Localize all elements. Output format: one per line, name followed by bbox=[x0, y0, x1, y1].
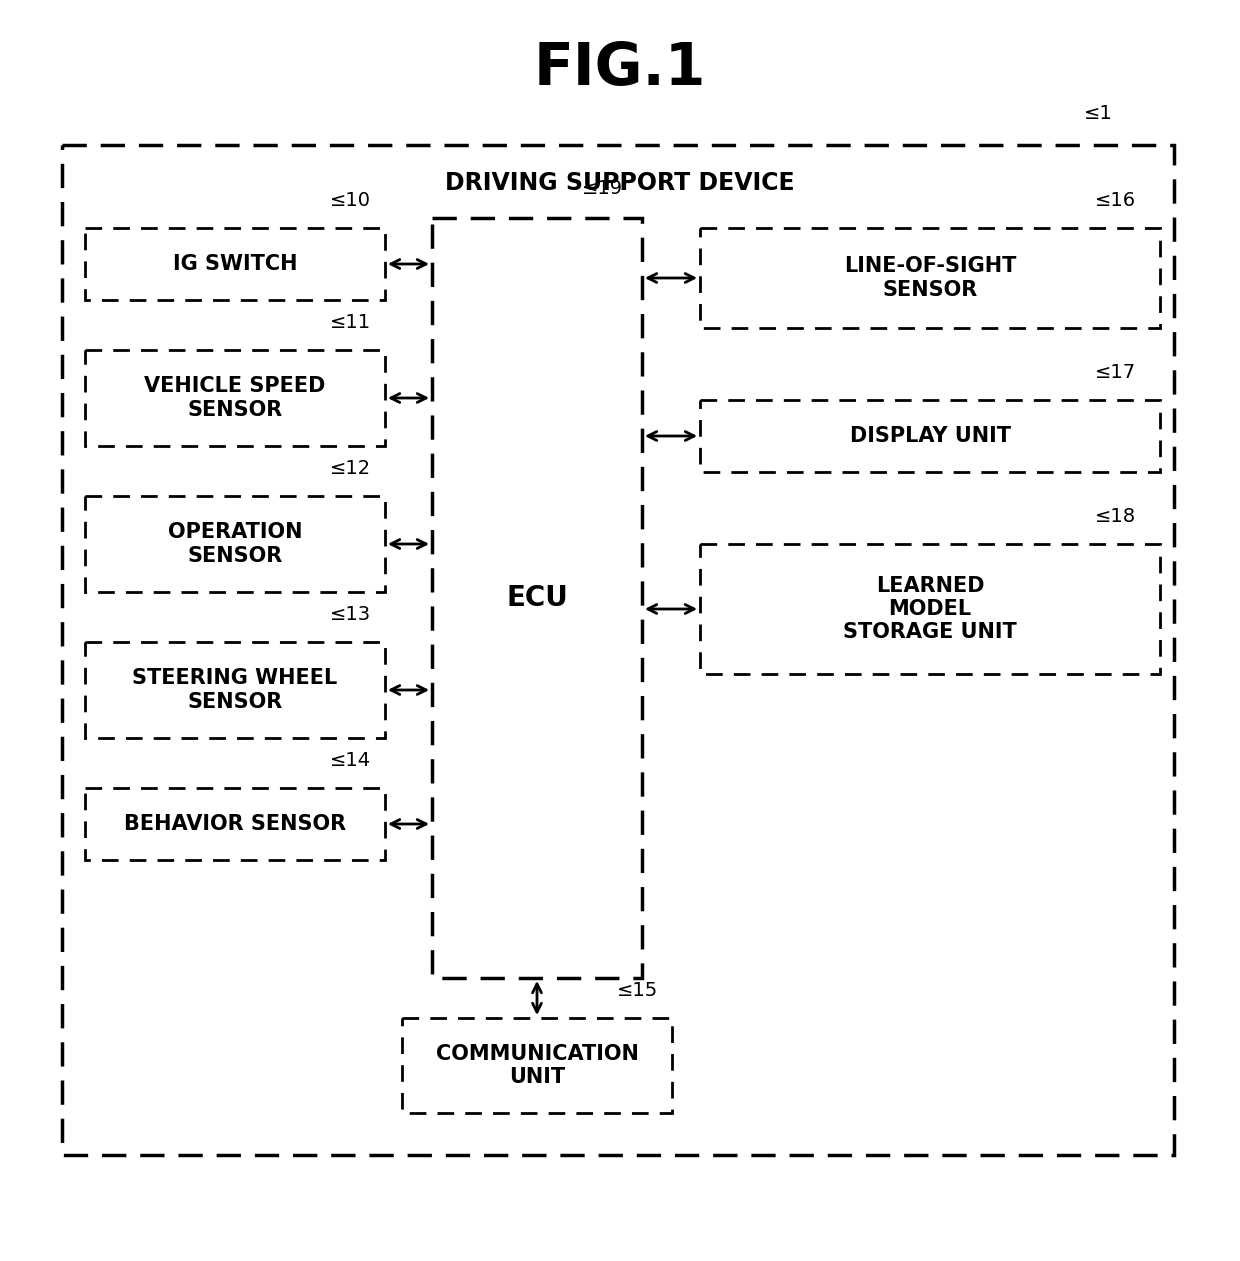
Bar bbox=[402, 1018, 672, 1113]
Text: VEHICLE SPEED
SENSOR: VEHICLE SPEED SENSOR bbox=[144, 376, 326, 420]
Bar bbox=[86, 788, 384, 860]
Bar bbox=[701, 543, 1159, 673]
Text: ≤1: ≤1 bbox=[1084, 103, 1112, 124]
Text: ≤15: ≤15 bbox=[618, 981, 658, 1000]
Text: DRIVING SUPPORT DEVICE: DRIVING SUPPORT DEVICE bbox=[445, 171, 795, 195]
Text: COMMUNICATION
UNIT: COMMUNICATION UNIT bbox=[435, 1044, 639, 1087]
Text: ≤18: ≤18 bbox=[1095, 507, 1136, 526]
Text: IG SWITCH: IG SWITCH bbox=[172, 253, 298, 274]
Bar bbox=[62, 145, 1174, 1155]
Text: ≤16: ≤16 bbox=[1095, 190, 1136, 211]
Bar bbox=[701, 400, 1159, 472]
Text: DISPLAY UNIT: DISPLAY UNIT bbox=[849, 426, 1011, 446]
Bar bbox=[86, 496, 384, 591]
Bar bbox=[86, 228, 384, 300]
Bar bbox=[86, 642, 384, 738]
Bar bbox=[432, 218, 642, 979]
Text: ≤12: ≤12 bbox=[330, 459, 371, 478]
Text: ≤17: ≤17 bbox=[1095, 363, 1136, 382]
Text: OPERATION
SENSOR: OPERATION SENSOR bbox=[167, 522, 303, 566]
Text: ≤10: ≤10 bbox=[330, 190, 371, 211]
Text: LINE-OF-SIGHT
SENSOR: LINE-OF-SIGHT SENSOR bbox=[843, 256, 1017, 300]
Text: ≤19: ≤19 bbox=[582, 179, 624, 198]
Text: STEERING WHEEL
SENSOR: STEERING WHEEL SENSOR bbox=[133, 668, 337, 711]
Text: FIG.1: FIG.1 bbox=[533, 39, 707, 97]
Bar bbox=[86, 351, 384, 446]
Text: BEHAVIOR SENSOR: BEHAVIOR SENSOR bbox=[124, 815, 346, 834]
Text: ≤14: ≤14 bbox=[330, 752, 371, 770]
Bar bbox=[701, 228, 1159, 328]
Text: ECU: ECU bbox=[506, 584, 568, 612]
Text: ≤11: ≤11 bbox=[330, 313, 371, 332]
Text: ≤13: ≤13 bbox=[330, 605, 371, 624]
Text: LEARNED
MODEL
STORAGE UNIT: LEARNED MODEL STORAGE UNIT bbox=[843, 576, 1017, 642]
